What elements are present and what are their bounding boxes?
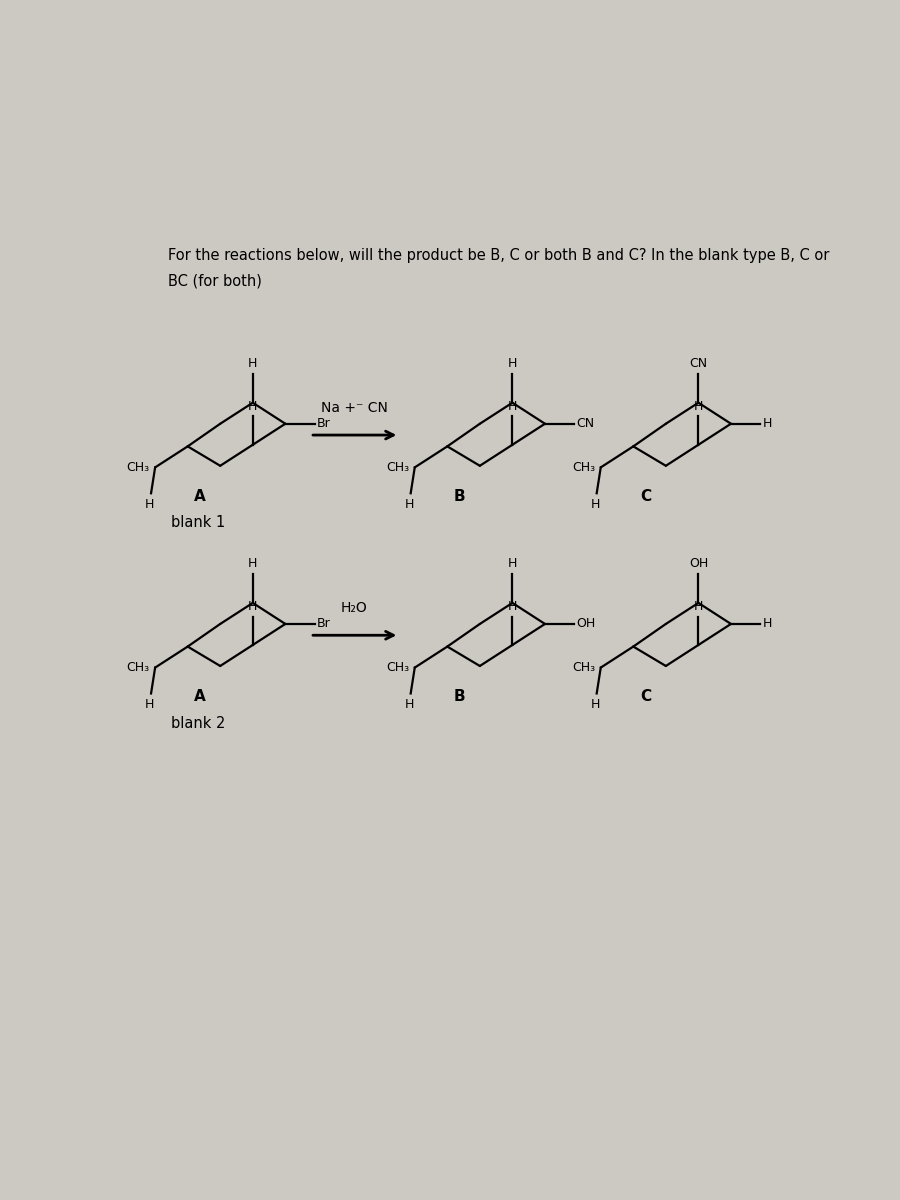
Text: CN: CN: [577, 418, 595, 431]
Text: H₂O: H₂O: [341, 601, 368, 616]
Text: H: H: [145, 698, 154, 712]
Text: H: H: [145, 498, 154, 511]
Text: H: H: [762, 618, 772, 630]
Text: H: H: [590, 498, 599, 511]
Text: CH₃: CH₃: [127, 661, 149, 674]
Text: Br: Br: [317, 618, 330, 630]
Text: H: H: [694, 400, 703, 413]
Text: H: H: [248, 600, 257, 613]
Text: CH₃: CH₃: [572, 661, 595, 674]
Text: B: B: [454, 490, 465, 504]
Text: BC (for both): BC (for both): [168, 274, 262, 288]
Text: OH: OH: [577, 618, 596, 630]
Text: CH₃: CH₃: [386, 661, 410, 674]
Text: H: H: [404, 698, 414, 712]
Text: H: H: [248, 400, 257, 413]
Text: CH₃: CH₃: [572, 461, 595, 474]
Text: H: H: [508, 600, 518, 613]
Text: H: H: [508, 400, 518, 413]
Text: H: H: [762, 418, 772, 431]
Text: A: A: [194, 689, 206, 704]
Text: Br: Br: [317, 418, 330, 431]
Text: C: C: [640, 689, 651, 704]
Text: blank 1: blank 1: [171, 515, 225, 530]
Text: H: H: [694, 600, 703, 613]
Text: A: A: [194, 490, 206, 504]
Text: For the reactions below, will the product be B, C or both B and C? In the blank : For the reactions below, will the produc…: [168, 248, 830, 263]
Text: H: H: [248, 356, 257, 370]
Text: H: H: [590, 698, 599, 712]
Text: H: H: [404, 498, 414, 511]
Text: B: B: [454, 689, 465, 704]
Text: H: H: [508, 557, 518, 570]
Text: H: H: [508, 356, 518, 370]
Text: H: H: [248, 557, 257, 570]
Text: blank 2: blank 2: [171, 715, 225, 731]
Text: CN: CN: [689, 356, 707, 370]
Text: CH₃: CH₃: [386, 461, 410, 474]
Text: Na +⁻ CN: Na +⁻ CN: [321, 401, 388, 415]
Text: C: C: [640, 490, 651, 504]
Text: OH: OH: [688, 557, 708, 570]
Text: CH₃: CH₃: [127, 461, 149, 474]
